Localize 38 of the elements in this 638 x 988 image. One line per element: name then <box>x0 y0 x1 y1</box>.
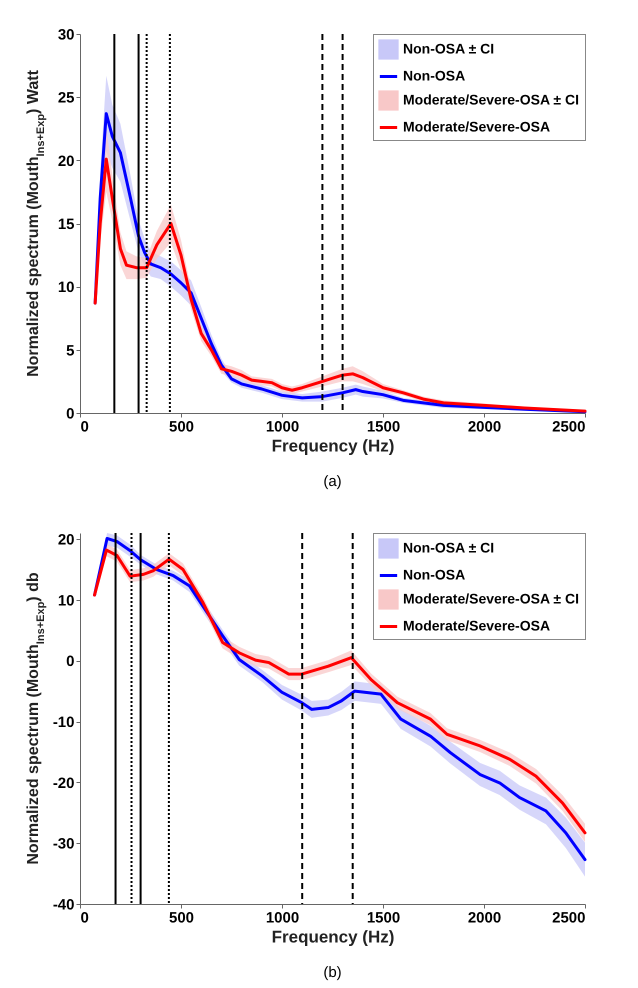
legend-label: Moderate/Severe-OSA <box>403 618 550 634</box>
x-tick-label: 1000 <box>266 910 300 926</box>
y-tick-label: 30 <box>58 26 74 44</box>
y-tick-label: 25 <box>58 90 74 107</box>
x-tick-label: 500 <box>168 418 194 436</box>
x-tick-label: 2500 <box>552 910 586 926</box>
text: (a) <box>323 473 342 490</box>
y-tick-label: -20 <box>52 774 74 792</box>
y-tick-label: 10 <box>58 592 74 610</box>
y-tick-label: 10 <box>58 279 74 296</box>
y-tick-label: 15 <box>58 216 74 233</box>
legend-label: Non-OSA <box>403 68 466 84</box>
x-tick-label: 0 <box>80 910 89 926</box>
x-tick-label: 2000 <box>468 418 502 436</box>
legend-label: Non-OSA ± CI <box>403 40 494 56</box>
x-tick-label: 2000 <box>468 910 502 926</box>
legend-label: Non-OSA ± CI <box>403 540 494 556</box>
legend-label: Moderate/Severe-OSA ± CI <box>403 92 579 108</box>
x-tick-label: 0 <box>80 418 89 436</box>
y-tick-label: 5 <box>66 342 74 360</box>
legend-label: Moderate/Severe-OSA ± CI <box>403 590 579 606</box>
y-tick-label: -30 <box>52 836 74 853</box>
x-tick-label: 2500 <box>552 418 586 436</box>
y-tick-label: 20 <box>58 152 74 170</box>
x-axis-title: Frequency (Hz) <box>272 928 394 946</box>
x-tick-label: 1500 <box>366 418 400 436</box>
y-tick-label: -10 <box>52 714 74 732</box>
y-tick-label: 0 <box>66 653 74 670</box>
y-tick-label: -40 <box>52 896 74 914</box>
y-tick-label: 20 <box>58 532 74 549</box>
text: (b) <box>323 964 342 981</box>
x-axis-title: Frequency (Hz) <box>272 436 394 456</box>
x-tick-label: 500 <box>168 910 194 926</box>
x-tick-label: 1000 <box>266 418 300 436</box>
legend-label: Non-OSA <box>403 566 466 582</box>
x-tick-label: 1500 <box>366 910 400 926</box>
y-tick-label: 0 <box>66 406 74 422</box>
legend-label: Moderate/Severe-OSA <box>403 118 550 134</box>
